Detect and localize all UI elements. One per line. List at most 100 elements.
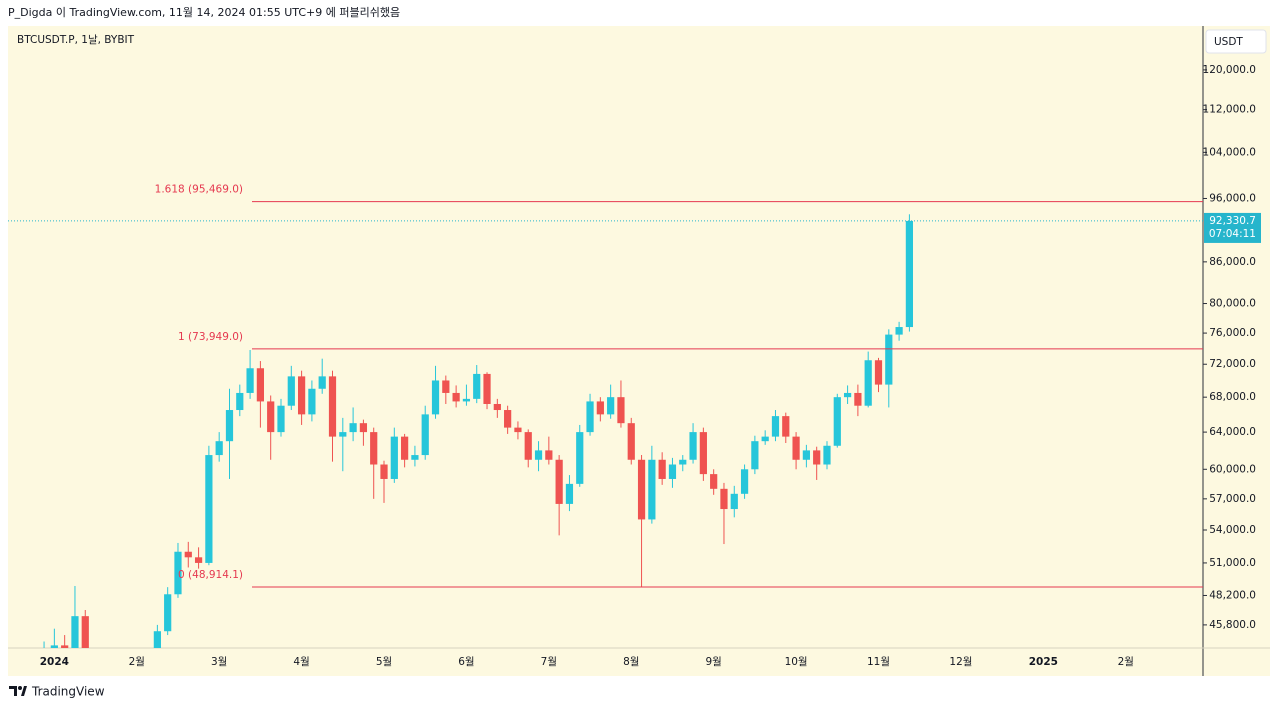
price-tag-countdown: 07:04:11: [1209, 228, 1256, 240]
x-tick-label: 7월: [541, 656, 557, 668]
price-tag-label: 92,330.7: [1209, 215, 1256, 227]
candle-body: [277, 405, 285, 433]
candle-body: [81, 616, 89, 648]
candle-body: [885, 334, 893, 385]
currency-button[interactable]: [1205, 29, 1267, 54]
x-tick-label: 2월: [1118, 656, 1134, 668]
candle-body: [421, 414, 429, 456]
candle-body: [390, 436, 398, 479]
y-tick-label: 54,000.0: [1209, 524, 1256, 536]
candle-body: [349, 423, 357, 433]
x-tick-label: 8월: [623, 656, 639, 668]
x-tick-label: 12월: [949, 656, 972, 668]
currency-label[interactable]: USDT: [1214, 36, 1243, 48]
candle-body: [740, 469, 749, 494]
y-tick-label: 104,000.0: [1203, 146, 1256, 158]
candle-body: [50, 645, 58, 648]
candle-body: [297, 376, 306, 415]
candle-body: [164, 594, 172, 632]
y-tick-label: 76,000.0: [1209, 327, 1256, 339]
candle-body: [71, 616, 79, 648]
y-tick-label: 96,000.0: [1209, 192, 1256, 204]
y-tick-label: 48,200.0: [1209, 589, 1256, 601]
candle-body: [761, 436, 769, 442]
y-tick-label: 80,000.0: [1209, 298, 1256, 310]
candle-body: [689, 432, 697, 460]
candle-body: [895, 327, 903, 335]
candle-body: [401, 436, 409, 460]
price-tag-box: [1204, 212, 1261, 243]
candle-body: [596, 401, 604, 415]
y-tick-label: 64,000.0: [1209, 426, 1256, 438]
candle-body: [782, 416, 790, 437]
x-tick-label: 6월: [458, 656, 474, 668]
candle-body: [483, 373, 491, 404]
candle-body: [236, 392, 244, 411]
candle-body: [699, 432, 707, 475]
brand-name: TradingView: [31, 685, 105, 699]
fib-level-label: 1.618 (95,469.0): [155, 184, 243, 196]
candle-body: [473, 373, 481, 399]
x-tick-label: 10월: [785, 656, 808, 668]
candle-body: [215, 441, 223, 456]
y-tick-label: 57,000.0: [1209, 493, 1256, 505]
x-tick-label: 5월: [376, 656, 392, 668]
candle-body: [256, 368, 264, 402]
candle-body: [442, 380, 450, 393]
candle-body: [308, 388, 316, 415]
candle-body: [576, 432, 584, 484]
candle-body: [514, 427, 522, 433]
symbol-info: BTCUSDT.P, 1날, BYBIT: [17, 34, 135, 46]
candle-body: [586, 401, 594, 433]
candle-body: [174, 551, 182, 595]
candle-body: [287, 376, 295, 406]
candle-body: [153, 631, 161, 648]
candle-body: [339, 432, 347, 437]
x-tick-label: 4월: [293, 656, 309, 668]
candle-body: [730, 493, 738, 510]
candle-body: [607, 397, 615, 415]
candle-body: [328, 376, 337, 437]
candle-body: [710, 474, 718, 489]
candle-body: [61, 645, 69, 648]
y-tick-label: 72,000.0: [1209, 358, 1256, 370]
candle-body: [802, 450, 810, 460]
fib-level-label: 0 (48,914.1): [178, 569, 243, 581]
candle-body: [751, 441, 759, 470]
y-tick-label: 51,000.0: [1209, 557, 1256, 569]
y-tick-label: 45,800.0: [1209, 619, 1256, 631]
candle-body: [833, 397, 841, 446]
candle-body: [823, 445, 831, 465]
candle-body: [627, 423, 635, 460]
candle-body: [184, 551, 192, 558]
candle-body: [545, 450, 553, 460]
y-tick-label: 68,000.0: [1209, 391, 1256, 403]
candle-body: [504, 410, 512, 428]
candle-body: [648, 459, 656, 520]
plot-area: [43, 214, 914, 648]
publish-info: P_Digda 이 TradingView.com, 11월 14, 2024 …: [8, 6, 400, 19]
y-tick-label: 60,000.0: [1209, 463, 1256, 475]
candle-body: [679, 459, 687, 465]
brand-logo: [9, 686, 27, 696]
candle-body: [668, 464, 677, 479]
candle-body: [792, 436, 800, 460]
candle-body: [534, 450, 543, 460]
candle-body: [874, 360, 883, 385]
candle-body: [864, 360, 872, 406]
candle-body: [813, 450, 821, 465]
candle-body: [194, 557, 203, 563]
x-tick-label: 2월: [129, 656, 145, 668]
y-tick-label: 86,000.0: [1209, 256, 1256, 268]
x-tick-label: 3월: [211, 656, 227, 668]
candle-body: [462, 398, 471, 402]
candle-body: [380, 464, 388, 479]
candle-body: [637, 459, 646, 520]
candle-body: [555, 459, 563, 504]
candle-body: [565, 483, 574, 504]
candle-body: [452, 392, 460, 402]
candle-body: [318, 376, 326, 389]
fib-level-label: 1 (73,949.0): [178, 331, 243, 343]
candle-body: [617, 397, 625, 424]
